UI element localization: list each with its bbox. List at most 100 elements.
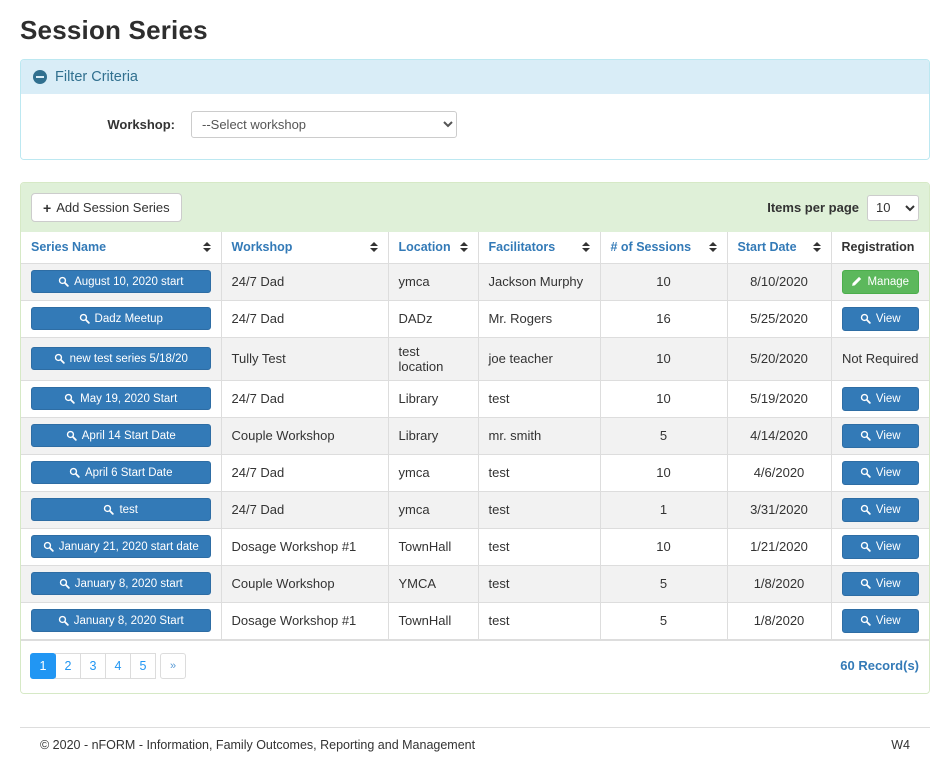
search-icon — [860, 578, 871, 589]
workshop-cell: 24/7 Dad — [220, 262, 389, 301]
workshop-select[interactable]: --Select workshop — [191, 111, 457, 138]
column-label-start-date: Start Date — [737, 240, 797, 255]
search-icon — [66, 430, 77, 441]
facilitators-cell: test — [477, 379, 601, 418]
plus-icon: + — [43, 199, 52, 216]
page-button-4[interactable]: 4 — [105, 652, 131, 679]
series-name-cell: May 19, 2020 Start — [21, 379, 222, 418]
filter-criteria-header[interactable]: Filter Criteria — [21, 60, 929, 94]
sessions-cell: 16 — [599, 299, 728, 338]
series-name-cell: April 6 Start Date — [21, 453, 222, 492]
search-icon — [103, 504, 115, 515]
series-name-button[interactable]: new test series 5/18/20 — [31, 347, 211, 370]
series-name-button[interactable]: January 8, 2020 start — [31, 572, 211, 595]
sort-icon[interactable] — [369, 242, 378, 253]
search-icon — [860, 467, 871, 478]
start-date-cell: 1/8/2020 — [726, 601, 832, 640]
table-row: Dadz Meetup 24/7 Dad DADz Mr. Rogers 16 … — [21, 299, 929, 338]
items-per-page: Items per page 10 — [767, 194, 919, 221]
location-cell: ymca — [387, 490, 479, 529]
workshop-cell: Couple Workshop — [220, 564, 389, 603]
series-name-cell: August 10, 2020 start — [21, 262, 222, 301]
registration-cell: Not Required — [830, 336, 929, 381]
view-button[interactable]: View — [841, 534, 919, 559]
view-button[interactable]: View — [841, 306, 919, 331]
registration-cell: View — [830, 299, 929, 338]
column-header-sessions[interactable]: # of Sessions — [599, 232, 728, 264]
page-button-1[interactable]: 1 — [30, 652, 56, 679]
items-per-page-label: Items per page — [767, 200, 859, 215]
view-button[interactable]: View — [841, 608, 919, 633]
series-name-button[interactable]: January 8, 2020 Start — [31, 609, 211, 632]
table-row: January 21, 2020 start date Dosage Works… — [21, 527, 929, 566]
search-icon — [69, 467, 80, 478]
sort-icon[interactable] — [708, 242, 717, 253]
view-button[interactable]: View — [841, 423, 919, 448]
column-header-registration: Registration — [830, 232, 929, 264]
series-name-button[interactable]: August 10, 2020 start — [31, 270, 211, 293]
view-button[interactable]: View — [841, 497, 919, 522]
filter-criteria-title: Filter Criteria — [55, 69, 138, 85]
column-label-series-name: Series Name — [31, 240, 107, 255]
start-date-cell: 5/20/2020 — [726, 336, 832, 381]
page-button-5[interactable]: 5 — [130, 652, 156, 679]
table-body: August 10, 2020 start 24/7 Dad ymca Jack… — [21, 262, 929, 640]
series-name-button[interactable]: April 6 Start Date — [31, 461, 211, 484]
facilitators-cell: test — [477, 453, 601, 492]
table-row: April 14 Start Date Couple Workshop Libr… — [21, 416, 929, 455]
start-date-cell: 1/8/2020 — [726, 564, 832, 603]
add-session-series-button[interactable]: + Add Session Series — [31, 193, 182, 222]
table-footer: 1 2 3 4 5» 60 Record(s) — [21, 639, 929, 693]
search-icon — [860, 541, 871, 552]
sort-icon[interactable] — [459, 242, 468, 253]
session-series-table: Series Name Workshop Location Facilitators #… — [21, 232, 929, 640]
sort-icon[interactable] — [581, 242, 590, 253]
search-icon — [79, 313, 90, 324]
series-name-button[interactable]: test — [31, 498, 211, 521]
view-button[interactable]: View — [841, 460, 919, 485]
search-icon — [860, 313, 871, 324]
series-name-button[interactable]: January 21, 2020 start date — [31, 535, 211, 558]
sessions-cell: 5 — [599, 416, 728, 455]
page-button-3[interactable]: 3 — [80, 652, 106, 679]
search-icon — [43, 541, 54, 552]
sessions-cell: 5 — [599, 601, 728, 640]
series-name-button[interactable]: April 14 Start Date — [31, 424, 211, 447]
minus-circle-icon[interactable] — [33, 70, 47, 84]
start-date-cell: 4/14/2020 — [726, 416, 832, 455]
series-name-button[interactable]: Dadz Meetup — [31, 307, 211, 330]
registration-cell: View — [830, 453, 929, 492]
location-cell: TownHall — [387, 527, 479, 566]
page-button-2[interactable]: 2 — [55, 652, 81, 679]
sessions-cell: 10 — [599, 336, 728, 381]
start-date-cell: 1/21/2020 — [726, 527, 832, 566]
manage-button[interactable]: Manage — [841, 269, 919, 294]
column-header-facilitators[interactable]: Facilitators — [477, 232, 601, 264]
table-row: January 8, 2020 start Couple Workshop YM… — [21, 564, 929, 603]
table-header-row: Series Name Workshop Location Facilitators #… — [21, 232, 929, 264]
series-name-cell: new test series 5/18/20 — [21, 336, 222, 381]
workshop-cell: Dosage Workshop #1 — [220, 601, 389, 640]
series-name-cell: test — [21, 490, 222, 529]
column-label-location: Location — [398, 240, 451, 255]
next-page-button[interactable]: » — [160, 652, 186, 679]
workshop-cell: Couple Workshop — [220, 416, 389, 455]
column-header-series-name[interactable]: Series Name — [21, 232, 222, 264]
column-header-workshop[interactable]: Workshop — [220, 232, 389, 264]
series-name-cell: April 14 Start Date — [21, 416, 222, 455]
location-cell: ymca — [387, 453, 479, 492]
column-header-start-date[interactable]: Start Date — [726, 232, 832, 264]
sessions-cell: 1 — [599, 490, 728, 529]
view-button[interactable]: View — [841, 386, 919, 411]
items-per-page-select[interactable]: 10 — [867, 194, 919, 221]
workshop-cell: 24/7 Dad — [220, 453, 389, 492]
series-name-button[interactable]: May 19, 2020 Start — [31, 387, 211, 410]
column-header-location[interactable]: Location — [387, 232, 479, 264]
workshop-cell: 24/7 Dad — [220, 490, 389, 529]
sort-icon[interactable] — [812, 242, 821, 253]
location-cell: TownHall — [387, 601, 479, 640]
view-button[interactable]: View — [841, 571, 919, 596]
sort-icon[interactable] — [202, 242, 211, 253]
page-container: Session Series Filter Criteria Workshop:… — [0, 15, 943, 766]
start-date-cell: 5/19/2020 — [726, 379, 832, 418]
